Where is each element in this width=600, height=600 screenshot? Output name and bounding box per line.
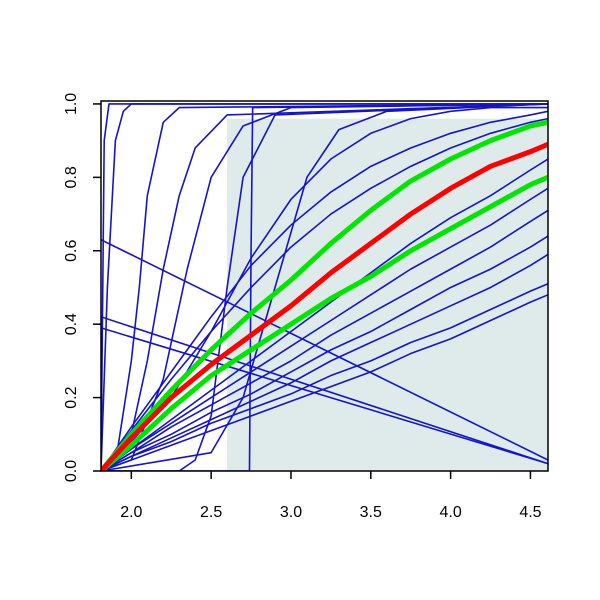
series-line	[101, 119, 548, 471]
series-line	[101, 283, 548, 471]
series-line	[101, 103, 548, 471]
y-tick-label: 1.0	[63, 93, 80, 115]
series-line	[101, 327, 548, 465]
series-line	[101, 175, 548, 471]
y-tick-label: 0.0	[63, 460, 80, 482]
series-line	[101, 187, 548, 471]
series-line	[101, 103, 548, 471]
x-tick-label: 4.0	[439, 504, 461, 521]
y-tick-label: 0.4	[63, 313, 80, 335]
x-tick-label: 3.0	[280, 504, 302, 521]
shaded-region	[227, 118, 548, 471]
y-tick-label: 0.8	[63, 166, 80, 188]
x-tick-label: 2.0	[120, 504, 142, 521]
series-line	[101, 103, 548, 471]
series-line	[101, 239, 548, 461]
series-line	[101, 103, 548, 471]
series-line	[101, 253, 548, 471]
y-tick-label: 0.6	[63, 240, 80, 262]
series-line	[101, 235, 548, 471]
series-line	[101, 158, 548, 471]
series-line	[101, 110, 548, 471]
x-tick-label: 4.5	[519, 504, 541, 521]
series-line	[101, 316, 548, 465]
x-tick-label: 3.5	[360, 504, 382, 521]
series-line	[101, 294, 548, 471]
plot-area	[101, 103, 548, 471]
y-tick-label: 0.2	[63, 386, 80, 408]
series-line	[101, 142, 548, 471]
series-line	[101, 209, 548, 471]
x-tick-label: 2.5	[200, 504, 222, 521]
plot-frame	[100, 100, 549, 472]
series-line	[101, 117, 548, 471]
